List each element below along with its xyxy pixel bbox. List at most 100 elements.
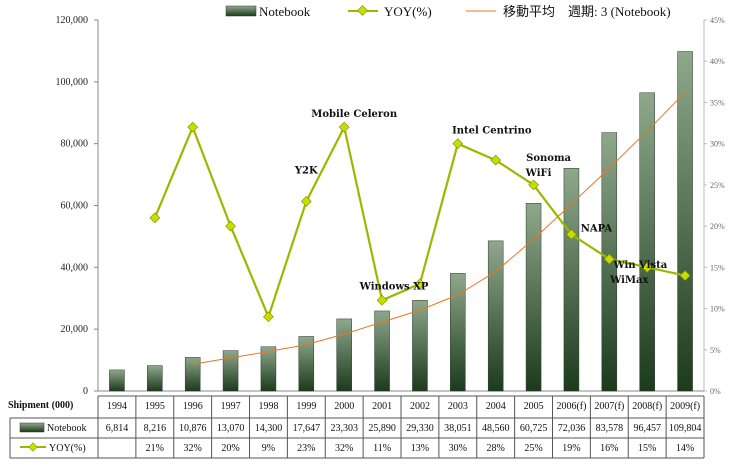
yoy-value-label: 19%: [562, 443, 580, 454]
x-tick-label: 2009(f): [670, 401, 700, 412]
x-tick-label: 1998: [258, 401, 278, 412]
y-tick-label: 0: [83, 386, 88, 397]
yoy-value-label: 32%: [335, 443, 353, 454]
notebook-bars: [109, 51, 693, 392]
yoy-value-label: 13%: [411, 443, 429, 454]
notebook-value-label: 48,560: [482, 423, 510, 434]
annotation-label: WiMax: [609, 275, 649, 286]
bar: [147, 365, 163, 392]
x-tick-label: 1996: [183, 401, 203, 412]
legend: Notebook YOY(%) 移動平均 週期: 3 (Notebook): [225, 4, 671, 19]
notebook-value-label: 8,216: [144, 423, 167, 434]
table-yoy-label: YOY(%): [49, 443, 86, 454]
yoy-marker: [187, 121, 199, 133]
yoy-markers: [149, 121, 691, 323]
yoy-value-label: 30%: [449, 443, 467, 454]
notebook-value-label: 10,876: [179, 423, 207, 434]
x-tick-label: 1995: [145, 401, 165, 412]
yoy-value-label: 28%: [487, 443, 505, 454]
x-tick-label: 1997: [221, 401, 241, 412]
y2-tick-label: 10%: [710, 305, 725, 314]
annotation-label: NAPA: [581, 223, 613, 234]
table-notebook-swatch: [19, 422, 45, 433]
notebook-value-label: 6,814: [106, 423, 129, 434]
notebook-value-label: 25,890: [368, 423, 396, 434]
bar: [298, 336, 315, 392]
y2-tick-label: 40%: [710, 57, 725, 66]
x-tick-label: 2005: [524, 401, 544, 412]
annotation-label: Mobile Celeron: [311, 109, 398, 120]
notebook-value-label: 29,330: [406, 423, 434, 434]
y-tick-label: 100,000: [56, 77, 89, 88]
x-tick-label: 2000: [334, 401, 354, 412]
legend-yoy-marker: [357, 5, 368, 16]
bar: [525, 203, 542, 392]
table-header-label: Shipment (000): [8, 400, 73, 411]
notebook-value-label: 109,804: [669, 423, 702, 434]
data-table: Shipment (000) Notebook YOY(%) 1994 6,814…: [8, 395, 705, 459]
yoy-marker: [490, 154, 502, 166]
y-tick-label: 80,000: [61, 139, 89, 150]
y2-tick-label: 5%: [710, 346, 721, 355]
y-tick-label: 20,000: [61, 324, 89, 335]
notebook-value-label: 96,457: [633, 423, 661, 434]
x-tick-label: 1999: [296, 401, 316, 412]
x-tick-label: 2003: [448, 401, 468, 412]
bar: [563, 168, 580, 392]
yoy-marker: [414, 278, 426, 290]
table-notebook-label: Notebook: [47, 423, 86, 434]
x-tick-label: 2001: [372, 401, 392, 412]
yoy-marker: [149, 212, 161, 224]
yoy-marker: [679, 270, 691, 281]
yoy-marker: [300, 196, 312, 207]
yoy-marker: [263, 311, 274, 323]
x-tick-label: 2004: [486, 401, 506, 412]
yoy-marker: [566, 228, 577, 240]
notebook-value-label: 60,725: [520, 423, 548, 434]
annotation-label: Win Vista: [612, 260, 667, 271]
notebook-value-label: 14,300: [255, 423, 283, 434]
x-tick-label: 2007(f): [594, 401, 624, 412]
moving-average-line: [192, 91, 686, 365]
yoy-value-label: 32%: [184, 443, 202, 454]
y2-tick-label: 45%: [710, 16, 725, 25]
legend-notebook-label: Notebook: [259, 4, 311, 19]
yoy-value-label: 11%: [373, 443, 391, 454]
bar: [109, 369, 125, 392]
yoy-value-label: 14%: [676, 443, 694, 454]
bar: [184, 357, 201, 392]
annotation-label: Sonoma: [526, 153, 571, 164]
bar: [222, 350, 239, 392]
y2-tick-label: 0%: [710, 387, 721, 396]
bar: [639, 92, 655, 392]
yoy-value-label: 23%: [297, 443, 315, 454]
y2-tick-label: 20%: [710, 222, 725, 231]
annotation-label: Windows XP: [359, 281, 429, 292]
yoy-marker: [641, 261, 653, 273]
y-axis-right: 0% 5% 10% 15% 20% 25% 30% 35% 40% 45%: [704, 16, 725, 396]
bar: [450, 273, 466, 392]
notebook-value-label: 13,070: [217, 423, 245, 434]
x-tick-label: 2006(f): [556, 401, 586, 412]
x-tick-label: 1994: [107, 401, 127, 412]
yoy-value-label: 21%: [146, 443, 164, 454]
legend-bar-swatch: [225, 5, 257, 17]
yoy-marker: [603, 253, 615, 265]
yoy-value-label: 15%: [638, 443, 656, 454]
y2-tick-label: 25%: [710, 181, 725, 190]
table-yoy-swatch-marker: [28, 442, 38, 452]
notebook-value-label: 38,051: [444, 423, 472, 434]
y2-tick-label: 30%: [710, 140, 725, 149]
y-tick-label: 120,000: [56, 15, 89, 26]
bar: [412, 300, 428, 392]
y-tick-label: 40,000: [61, 262, 89, 273]
annotation-label: WiFi: [525, 168, 552, 179]
x-tick-label: 2002: [410, 401, 430, 412]
notebook-value-label: 17,647: [293, 423, 321, 434]
legend-moving-average-label: 移動平均 週期: 3 (Notebook): [503, 4, 671, 19]
y-axis-left: 0 20,000 40,000 60,000 80,000 100,000 120,000: [56, 15, 98, 397]
yoy-marker: [452, 138, 464, 150]
annotation-label: Y2K: [294, 165, 318, 176]
yoy-value-label: 20%: [221, 443, 239, 454]
